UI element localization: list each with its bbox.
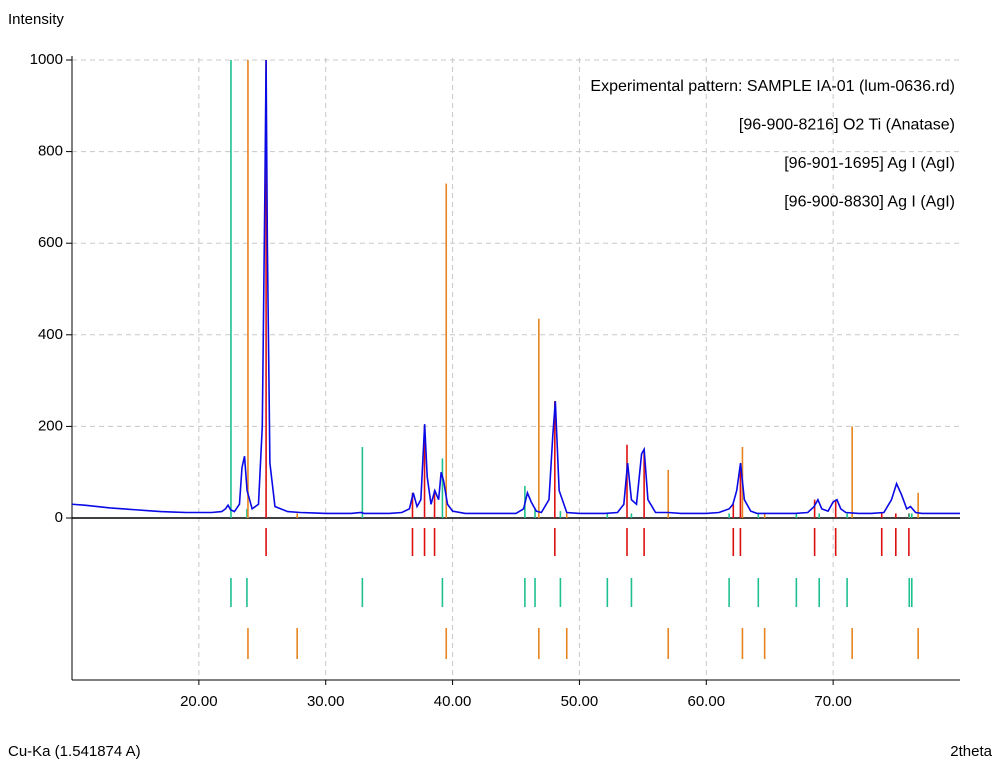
y-tick-label: 1000 xyxy=(30,51,63,68)
y-tick-label: 400 xyxy=(38,326,63,343)
x-tick-label: 70.00 xyxy=(814,693,852,710)
x-tick-label: 50.00 xyxy=(561,693,599,710)
legend-entry: [96-901-1695] Ag I (AgI) xyxy=(784,155,955,172)
x-axis-label: 2theta xyxy=(950,743,992,760)
x-tick-label: 60.00 xyxy=(688,693,726,710)
legend-entry: Experimental pattern: SAMPLE IA-01 (lum-… xyxy=(590,78,955,95)
y-tick-label: 200 xyxy=(38,417,63,434)
y-tick-label: 600 xyxy=(38,234,63,251)
y-tick-label: 800 xyxy=(38,143,63,160)
x-tick-label: 40.00 xyxy=(434,693,472,710)
legend-entry: [96-900-8216] O2 Ti (Anatase) xyxy=(739,117,955,134)
annotation: Cu-Ka (1.541874 A) xyxy=(8,743,141,760)
y-tick-label: 0 xyxy=(55,509,63,526)
x-tick-label: 20.00 xyxy=(180,693,218,710)
experimental-line xyxy=(71,59,960,515)
y-axis-label: Intensity xyxy=(8,11,64,28)
legend-entry: [96-900-8830] Ag I (AgI) xyxy=(784,194,955,211)
x-tick-label: 30.00 xyxy=(307,693,345,710)
